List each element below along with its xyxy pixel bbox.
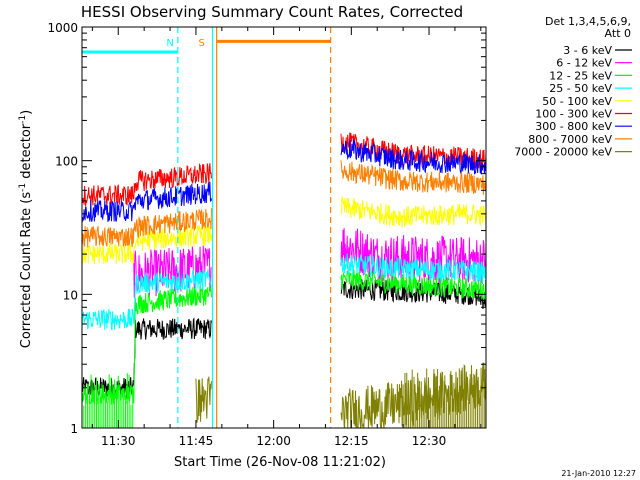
y-label-end: ) — [19, 110, 34, 115]
y-tick-label: 100 — [55, 155, 78, 169]
legend-item-label: 100 - 300 keV — [535, 108, 612, 121]
y-label-main: Corrected Count Rate (s — [19, 192, 34, 349]
x-tick-label: 11:30 — [101, 434, 136, 448]
x-tick-label: 11:45 — [179, 434, 214, 448]
x-axis-label: Start Time (26-Nov-08 11:21:02) — [174, 455, 386, 470]
series-7 — [82, 160, 486, 248]
annotation-n: N — [166, 38, 173, 49]
legend-item-label: 7000 - 20000 keV — [514, 146, 612, 159]
series-2-segment-1 — [340, 269, 486, 300]
legend-item-label: 3 - 6 keV — [563, 44, 612, 57]
annotation-s: S — [199, 38, 205, 49]
legend-header-line2: Att 0 — [605, 27, 631, 40]
spike-region — [82, 367, 486, 428]
series-3-segment-0 — [82, 268, 212, 331]
chart-title: HESSI Observing Summary Count Rates, Cor… — [81, 3, 463, 21]
series-2 — [82, 269, 486, 405]
x-tick-label: 12:00 — [256, 434, 291, 448]
series-3-segment-1 — [340, 253, 486, 284]
series-4-segment-0 — [82, 224, 212, 265]
x-axis: 11:30 11:45 12:00 12:15 12:30 — [91, 27, 482, 448]
y-label-exp2: -1 — [18, 115, 28, 124]
series-5-segment-0 — [82, 162, 212, 207]
frame-rect — [81, 26, 487, 429]
series-7-segment-0 — [82, 208, 212, 248]
y-label-mid: detector — [19, 123, 34, 183]
legend-item-label: 25 - 50 keV — [549, 82, 612, 95]
y-axis: 1 10 100 1000 — [47, 21, 486, 436]
y-axis-label: Corrected Count Rate (s-1 detector-1) — [18, 110, 34, 348]
x-tick-label: 12:15 — [334, 434, 369, 448]
legend-header-line1: Det 1,3,4,5,6,9, — [545, 15, 631, 28]
plot-frame — [81, 26, 487, 429]
legend-item-label: 12 - 25 keV — [549, 69, 612, 82]
series-6-segment-1 — [340, 139, 486, 176]
y-label-exp1: -1 — [18, 183, 28, 192]
series-4 — [82, 196, 486, 265]
y-tick-label: 1 — [70, 422, 78, 436]
x-tick-label: 12:30 — [412, 434, 447, 448]
y-tick-label: 10 — [63, 288, 78, 302]
y-tick-label: 1000 — [47, 21, 78, 35]
legend-item-label: 6 - 12 keV — [556, 57, 612, 70]
legend-item-label: 800 - 7000 keV — [528, 133, 612, 146]
series-5 — [82, 132, 486, 207]
series-0-segment-0 — [82, 317, 212, 399]
series-6-segment-0 — [82, 181, 212, 223]
plot-area — [82, 27, 486, 428]
series-7-segment-1 — [340, 160, 486, 195]
timestamp: 21-Jan-2010 12:27 — [561, 469, 636, 478]
legend-item-label: 300 - 800 keV — [535, 120, 612, 133]
series-4-segment-1 — [340, 196, 486, 228]
series-2-segment-0 — [82, 284, 212, 405]
legend-item-label: 50 - 100 keV — [542, 95, 612, 108]
series-8 — [195, 362, 486, 428]
series-6 — [82, 139, 486, 223]
series-8-segment-0 — [195, 376, 212, 423]
series-3 — [82, 253, 486, 331]
